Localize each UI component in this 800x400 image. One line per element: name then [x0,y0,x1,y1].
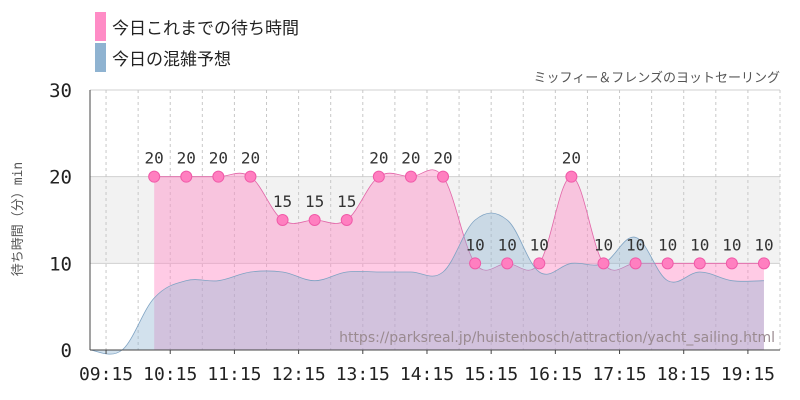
wait-time-point [308,214,321,226]
wait-time-point [437,170,450,183]
wait-time-point [180,170,193,183]
wait-time-point [693,257,706,270]
data-labels: 20 20 20 20 15 15 15 20 20 20 10 10 10 20 10 10 10 10 10 10 [145,149,774,255]
series-areas [89,169,764,355]
x-tick-label: 13:15 [336,364,390,385]
x-tick-label: 11:15 [207,364,261,385]
y-tick-label: 20 [49,167,72,189]
legend-item-wait-time[interactable]: 今日これまでの待ち時間 [95,12,299,41]
x-tick-label: 19:15 [721,364,775,385]
x-tick-labels: 09:15 10:15 11:15 12:15 13:15 14:15 15:15 16:15… [79,350,775,385]
data-label: 20 [433,149,452,168]
legend-swatch-pink [95,12,106,41]
legend-item-forecast[interactable]: 今日の混雑予想 [95,43,299,72]
highlight-bands [90,176,780,264]
wait-time-point [276,214,289,226]
wait-time-point [501,257,514,270]
data-label: 10 [754,235,773,254]
data-label: 20 [241,149,260,168]
wait-time-point [757,257,770,270]
wait-time-point [340,214,353,226]
legend-label: 今日これまでの待ち時間 [112,19,299,39]
wait-time-point [469,257,482,270]
wait-time-point [212,170,225,183]
x-tick-label: 10:15 [143,364,197,385]
wait-time-point [244,170,257,183]
data-label: 10 [498,235,517,254]
data-label: 15 [337,192,356,211]
data-label: 10 [690,235,709,254]
wait-time-point [661,257,674,270]
wait-time-point [533,257,546,270]
forecast-area [90,212,764,355]
wait-time-point [629,257,642,270]
y-tick-labels: 0 10 20 30 [49,80,72,362]
data-label: 15 [273,192,292,211]
data-label: 10 [658,235,677,254]
y-tick-label: 30 [49,80,72,102]
y-tick-label: 10 [49,253,72,275]
x-tick-label: 14:15 [400,364,454,385]
y-axis-label: 待ち時間（分）min [11,162,26,276]
data-label: 10 [626,235,645,254]
data-label: 20 [177,149,196,168]
data-label: 15 [305,192,324,211]
wait-time-point [404,170,417,183]
data-label: 20 [401,149,420,168]
x-tick-label: 18:15 [657,364,711,385]
data-label: 10 [722,235,741,254]
axes [89,90,780,351]
data-label: 10 [465,235,484,254]
x-tick-label: 09:15 [79,364,133,385]
y-tick-label: 0 [61,340,72,362]
forecast-line [89,212,764,355]
chart-title: ミッフィー＆フレンズのヨットセーリング [534,70,780,86]
legend: 今日これまでの待ち時間 今日の混雑予想 [95,12,299,74]
data-label: 10 [530,235,549,254]
legend-label: 今日の混雑予想 [112,50,231,70]
wait-time-point [372,170,385,183]
data-label: 20 [369,149,388,168]
wait-time-point [725,257,738,270]
wait-time-point [597,257,610,270]
data-label: 20 [562,149,581,168]
watermark-url: https://parksreal.jp/huistenbosch/attrac… [339,330,775,346]
series-markers [148,170,770,270]
data-label: 20 [209,149,228,168]
wait-time-area [154,169,764,350]
wait-time-line [154,169,764,271]
x-tick-label: 15:15 [464,364,518,385]
wait-time-point [148,170,161,183]
band-10-20 [90,176,780,264]
x-tick-label: 16:15 [528,364,582,385]
legend-swatch-blue [95,43,106,72]
wait-time-point [565,170,578,183]
data-label: 10 [594,235,613,254]
x-tick-label: 17:15 [592,364,646,385]
x-tick-label: 12:15 [272,364,326,385]
data-label: 20 [145,149,164,168]
